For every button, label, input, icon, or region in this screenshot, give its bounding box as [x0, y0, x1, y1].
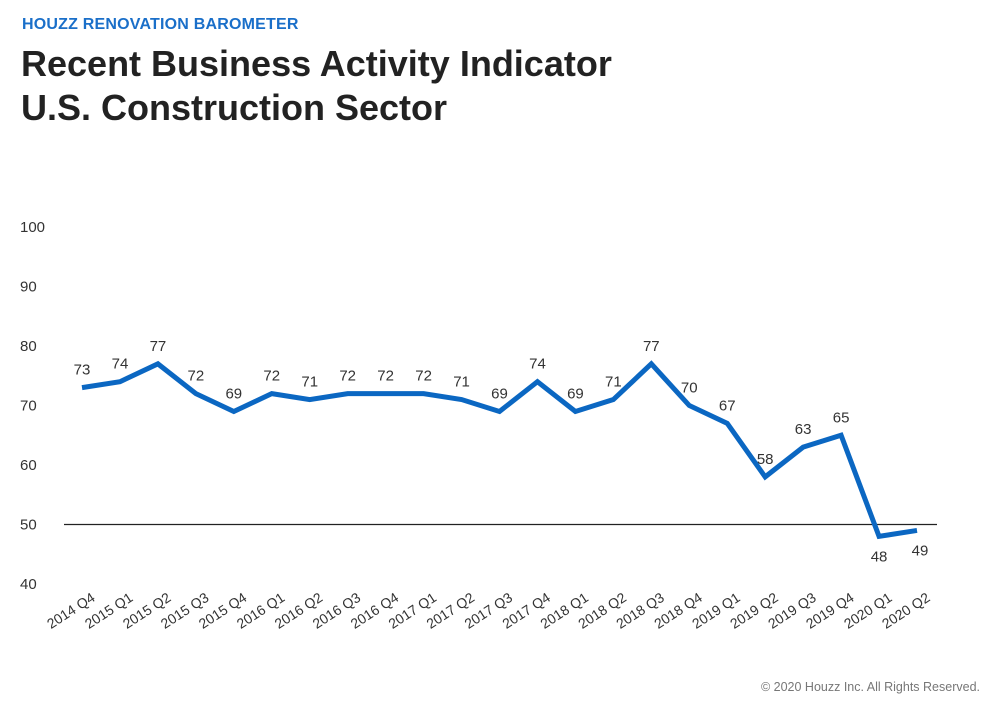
y-tick-label: 70 — [20, 398, 37, 415]
y-tick-label: 40 — [20, 576, 37, 593]
chart-title: Recent Business Activity Indicator U.S. … — [21, 42, 612, 130]
y-tick-label: 50 — [20, 517, 37, 534]
y-tick-label: 80 — [20, 338, 37, 355]
data-label: 67 — [719, 397, 736, 414]
data-label: 72 — [415, 368, 432, 385]
title-line-2: U.S. Construction Sector — [21, 87, 448, 128]
data-label: 65 — [833, 409, 850, 426]
data-label: 69 — [491, 385, 508, 402]
y-tick-label: 100 — [20, 219, 45, 236]
title-line-1: Recent Business Activity Indicator — [21, 43, 612, 84]
data-label: 77 — [150, 338, 167, 355]
data-label: 72 — [188, 368, 205, 385]
data-label: 71 — [605, 374, 622, 391]
data-label: 72 — [339, 368, 356, 385]
data-label: 69 — [567, 385, 584, 402]
data-label: 74 — [529, 356, 546, 373]
chart-kicker: HOUZZ RENOVATION BAROMETER — [22, 16, 299, 33]
data-label: 69 — [225, 385, 242, 402]
data-label: 72 — [377, 368, 394, 385]
data-label: 71 — [301, 374, 318, 391]
data-label: 63 — [795, 421, 812, 438]
data-label: 74 — [112, 356, 129, 373]
y-tick-label: 60 — [20, 457, 37, 474]
data-label: 58 — [757, 451, 774, 468]
data-label: 71 — [453, 374, 470, 391]
data-label: 70 — [681, 380, 698, 397]
data-label: 77 — [643, 338, 660, 355]
copyright: © 2020 Houzz Inc. All Rights Reserved. — [760, 680, 980, 694]
data-label: 48 — [871, 548, 888, 565]
data-label: 73 — [74, 362, 91, 379]
y-tick-label: 90 — [20, 279, 37, 296]
data-label: 49 — [912, 542, 929, 559]
data-label: 72 — [263, 368, 280, 385]
data-line — [81, 360, 918, 540]
